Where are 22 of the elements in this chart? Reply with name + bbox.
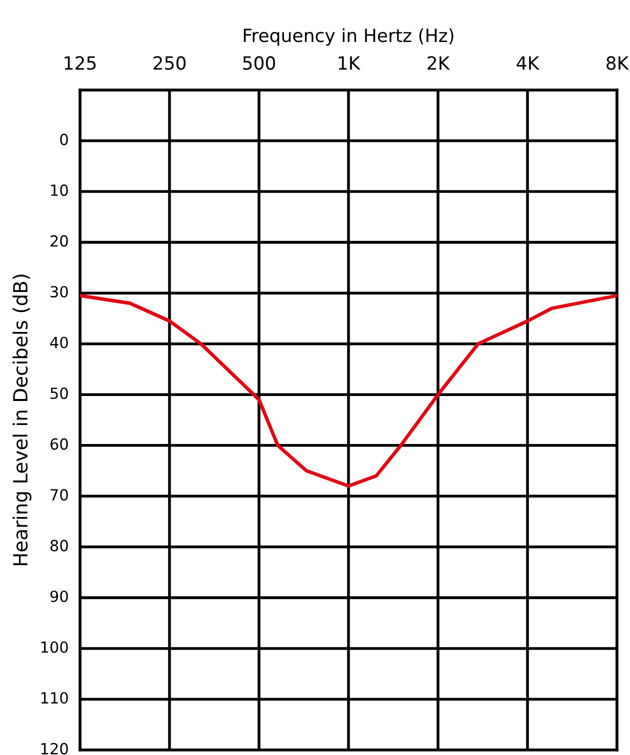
x-tick-label: 250 [154,56,186,70]
y-tick-label: 50 [50,387,68,400]
y-tick-label: 20 [50,235,68,247]
x-tick-label: 4K [516,56,540,70]
y-tick-label: 110 [41,692,68,704]
y-tick-label: 60 [50,438,68,450]
x-tick-label: 2K [428,56,450,70]
y-tick-label: 80 [50,540,68,552]
y-tick-label: 120 [41,742,68,754]
x-tick-label: 500 [243,56,276,70]
y-tick-label: 40 [50,336,68,348]
y-tick-label: 30 [50,286,68,298]
y-tick-label: 90 [50,590,68,602]
y-tick-label: 100 [41,641,68,653]
x-tick-label: 1K [338,56,361,70]
x-tick-label: 125 [64,56,96,70]
x-axis-title: Frequency in Hertz (Hz) [244,28,454,46]
y-tick-label: 70 [50,489,68,501]
y-tick-label: 10 [51,184,68,196]
y-axis-title: Hearing Level in Decibels (dB) [12,274,32,566]
y-tick-label: 0 [60,134,68,146]
x-tick-label: 8K [606,56,630,70]
